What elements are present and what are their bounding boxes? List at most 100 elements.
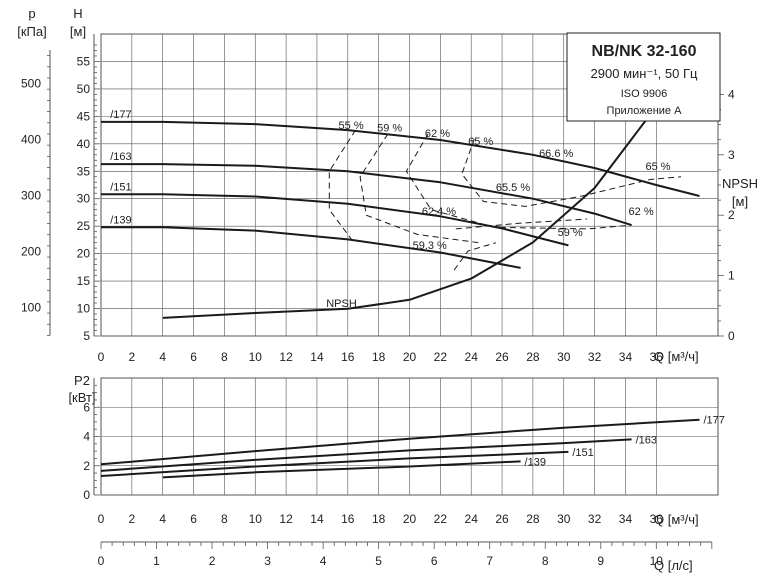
head-curve-163 [101, 163, 632, 227]
efficiency-contour [405, 133, 632, 230]
pressure-tick-label: 500 [21, 77, 41, 91]
head-x-tick-label: 28 [526, 350, 540, 364]
head-y-tick-label: 55 [77, 54, 91, 68]
pressure-tick-label: 100 [21, 300, 41, 314]
npsh-axis-unit: [м] [732, 194, 748, 209]
power-curve-163 [100, 438, 632, 472]
head-x-tick-label: 8 [221, 350, 228, 364]
pressure-axis-unit: [кПа] [17, 24, 47, 39]
power-x-tick-label: 2 [129, 512, 136, 526]
power-x-tick-label: 26 [495, 512, 509, 526]
head-x-tick-label: 16 [341, 350, 355, 364]
flow-ls-tick-label: 7 [486, 554, 493, 568]
power-x-tick-label: 22 [434, 512, 448, 526]
flow-ls-tick-label: 8 [542, 554, 549, 568]
efficiency-contours: 55 % 59 % 62 %65 %66.6 %65 %65.5 %62.4 % 62… [328, 120, 682, 271]
pressure-tick-label: 400 [21, 133, 41, 147]
power-x-tick-label: 0 [98, 512, 105, 526]
flow-ls-tick-label: 6 [431, 554, 438, 568]
head-x-tick-label: 6 [190, 350, 197, 364]
head-y-tick-label: 50 [77, 82, 91, 96]
power-y-tick-label: 4 [83, 430, 90, 444]
pressure-axis-title: p [28, 6, 35, 21]
head-curve-label: /177 [110, 109, 131, 121]
head-curve-label: /163 [110, 151, 131, 163]
npsh-tick-label: 3 [728, 148, 735, 162]
power-curve-label: /151 [572, 447, 593, 459]
power-curve-177 [100, 418, 700, 466]
efficiency-label: 62 % [425, 128, 450, 140]
power-x-tick-label: 20 [403, 512, 417, 526]
tick-layer: 0 2 4 6 8 10 12 14 16 18 20 22 24 26 28 30 32 34 365101520… [21, 34, 735, 568]
head-curve-139 [101, 226, 521, 269]
head-grid [100, 33, 719, 337]
power-y-tick-label: 0 [83, 488, 90, 502]
head-y-tick-label: 5 [83, 329, 90, 343]
head-y-tick-label: 30 [77, 192, 91, 206]
pressure-tick-label: 300 [21, 189, 41, 203]
power-x-axis-title: Q [м³/ч] [654, 512, 699, 527]
power-x-tick-label: 14 [310, 512, 324, 526]
power-x-tick-label: 18 [372, 512, 386, 526]
power-curve-139 [162, 460, 521, 479]
head-x-tick-label: 30 [557, 350, 571, 364]
power-x-tick-label: 36 [650, 512, 664, 526]
power-y-tick-label: 2 [83, 459, 90, 473]
efficiency-contour [461, 138, 682, 207]
head-curve-label: /151 [110, 181, 131, 193]
standard-label: ISO 9906 [621, 88, 667, 100]
head-x-tick-label: 36 [650, 350, 664, 364]
power-curve-label: /163 [636, 434, 657, 446]
efficiency-label: 59 % [377, 123, 402, 135]
head-y-tick-label: 25 [77, 219, 91, 233]
head-curve-NPSH [162, 105, 658, 319]
power-x-tick-label: 16 [341, 512, 355, 526]
head-x-tick-label: 32 [588, 350, 602, 364]
head-x-tick-label: 24 [465, 350, 479, 364]
head-y-tick-label: 35 [77, 164, 91, 178]
head-x-tick-label: 18 [372, 350, 386, 364]
power-x-tick-label: 10 [249, 512, 263, 526]
head-y-tick-label: 15 [77, 274, 91, 288]
head-x-tick-label: 12 [279, 350, 293, 364]
power-grid [100, 377, 719, 496]
flow-ls-axis-title: Q [л/с] [654, 558, 693, 573]
power-curve-label: /139 [525, 456, 546, 468]
head-y-tick-label: 40 [77, 137, 91, 151]
flow-ls-tick-label: 2 [209, 554, 216, 568]
flow-ls-tick-label: 9 [597, 554, 604, 568]
npsh-tick-label: 0 [728, 329, 735, 343]
head-x-tick-label: 26 [495, 350, 509, 364]
head-y-tick-label: 10 [77, 302, 91, 316]
efficiency-label: 65 % [646, 161, 671, 173]
power-x-tick-label: 6 [190, 512, 197, 526]
head-x-tick-label: 14 [310, 350, 324, 364]
info-box-frame [566, 32, 721, 122]
head-x-tick-label: 2 [129, 350, 136, 364]
head-axis-unit: [м] [70, 24, 86, 39]
efficiency-label: 62 % [629, 206, 654, 218]
pressure-tick-label: 200 [21, 245, 41, 259]
head-curve-label: /139 [110, 214, 131, 226]
efficiency-contour [328, 129, 356, 243]
model-title: NB/NK 32-160 [592, 43, 697, 60]
head-x-tick-label: 4 [159, 350, 166, 364]
flow-ls-tick-label: 10 [650, 554, 664, 568]
speed-frequency: 2900 мин⁻¹, 50 Гц [591, 66, 698, 81]
head-x-axis-title: Q [м³/ч] [654, 349, 699, 364]
flow-ls-tick-label: 1 [153, 554, 160, 568]
flow-ls-tick-label: 5 [375, 554, 382, 568]
flow-ls-tick-label: 0 [98, 554, 105, 568]
power-x-tick-label: 12 [279, 512, 293, 526]
power-x-tick-label: 34 [619, 512, 633, 526]
npsh-axis-title: NPSH [722, 176, 758, 191]
power-curve-151 [100, 450, 569, 477]
power-axis-title: P2 [74, 373, 90, 388]
npsh-curve-label: NPSH [326, 298, 357, 310]
annex-label: Приложение А [607, 105, 683, 117]
power-x-tick-label: 4 [159, 512, 166, 526]
efficiency-contour [455, 218, 587, 230]
power-curve-label: /177 [703, 415, 724, 427]
power-y-tick-label: 6 [83, 400, 90, 414]
